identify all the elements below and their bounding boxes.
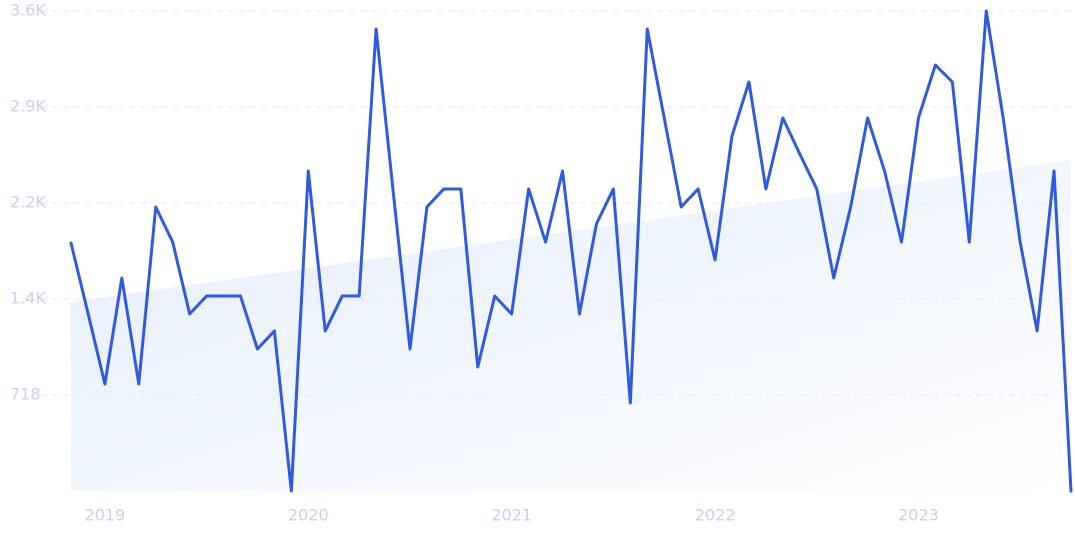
x-tick-label: 2020 (288, 506, 329, 525)
trend-line (69, 9, 1073, 493)
y-tick-label: 718 (10, 385, 41, 404)
x-tick-label: 2021 (491, 506, 532, 525)
x-tick-label: 2019 (85, 506, 126, 525)
y-tick-label: 3.6K (10, 1, 46, 20)
x-tick-label: 2022 (695, 506, 736, 525)
y-tick-label: 1.4K (10, 289, 46, 308)
trend-area (71, 159, 1071, 491)
y-tick-label: 2.2K (10, 193, 46, 212)
x-tick-label: 2023 (898, 506, 939, 525)
y-tick-label: 2.9K (10, 97, 46, 116)
